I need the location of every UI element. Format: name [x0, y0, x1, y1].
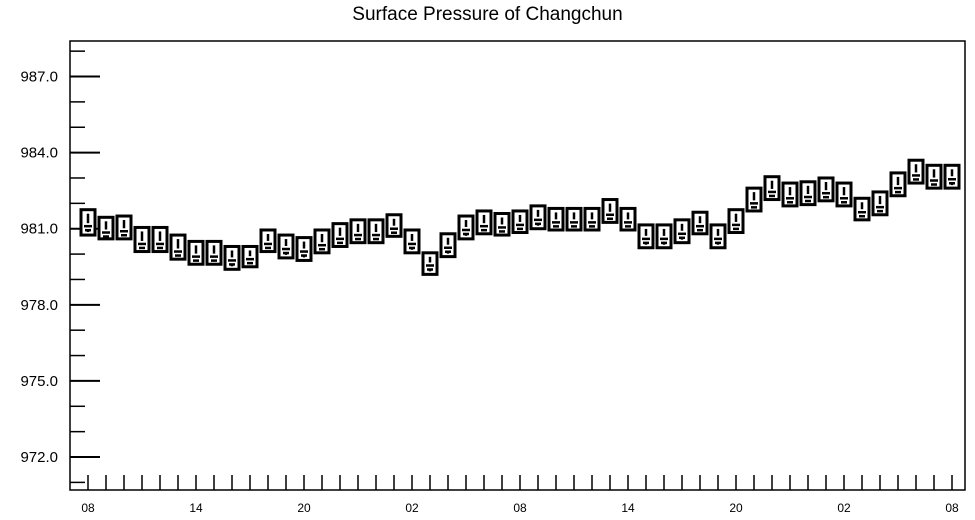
x-tick-label: 14	[621, 501, 635, 515]
pressure-box	[295, 236, 313, 262]
pressure-box	[637, 223, 655, 250]
pressure-box	[907, 158, 925, 185]
plot-frame	[69, 40, 966, 491]
pressure-box	[457, 214, 475, 241]
y-axis: 987.0 984.0 981.0 978.0 975.0 972.0	[20, 50, 100, 484]
pressure-box	[475, 209, 493, 236]
pressure-box	[781, 181, 799, 208]
y-tick-label: 975.0	[20, 373, 58, 390]
pressure-box	[673, 218, 691, 245]
pressure-box	[493, 211, 511, 237]
pressure-box	[745, 186, 763, 213]
pressure-box	[151, 225, 169, 254]
box-body	[277, 233, 295, 260]
pressure-box	[583, 206, 601, 232]
pressure-box	[313, 228, 331, 255]
box-body	[223, 244, 241, 271]
boxes-layer	[79, 158, 961, 276]
pressure-box	[367, 218, 385, 245]
box-body	[655, 223, 673, 250]
x-tick-label: 08	[513, 501, 527, 515]
x-tick-label: 20	[297, 501, 311, 515]
y-tick-label: 987.0	[20, 69, 58, 86]
pressure-box	[97, 215, 115, 241]
pressure-box	[709, 223, 727, 250]
pressure-box	[871, 190, 889, 217]
pressure-box	[205, 239, 223, 266]
pressure-box	[655, 223, 673, 250]
box-body	[403, 228, 421, 255]
pressure-box	[169, 233, 187, 261]
pressure-box	[133, 225, 151, 254]
pressure-box	[925, 163, 943, 190]
box-body	[673, 218, 691, 245]
y-tick-label: 972.0	[20, 449, 58, 466]
x-tick-label: 08	[945, 501, 959, 515]
box-body	[241, 244, 259, 269]
pressure-box	[889, 171, 907, 198]
pressure-box	[385, 213, 403, 238]
x-tick-label: 14	[189, 501, 203, 515]
pressure-box	[439, 232, 457, 259]
pressure-box	[259, 228, 277, 254]
box-body	[457, 214, 475, 241]
pressure-box	[241, 244, 259, 269]
pressure-box	[853, 196, 871, 222]
box-body	[421, 251, 439, 276]
pressure-box	[115, 214, 133, 241]
box-body	[529, 204, 547, 231]
pressure-box	[835, 181, 853, 208]
chart-title: Surface Pressure of Changchun	[352, 4, 623, 25]
y-tick-label: 978.0	[20, 297, 58, 314]
x-tick-label: 02	[837, 501, 851, 515]
pressure-box	[529, 204, 547, 231]
x-tick-label: 20	[729, 501, 743, 515]
pressure-box	[277, 233, 295, 260]
x-axis: 08 14 20 02 08 14 20 02 08	[81, 475, 959, 515]
pressure-box	[691, 210, 709, 236]
y-tick-label: 984.0	[20, 145, 58, 162]
pressure-box	[331, 222, 349, 248]
pressure-box	[349, 218, 367, 245]
pressure-box	[601, 198, 619, 224]
pressure-box	[511, 209, 529, 235]
pressure-box	[187, 239, 205, 266]
x-tick-label: 08	[81, 501, 95, 515]
pressure-box	[943, 163, 961, 190]
pressure-box	[799, 180, 817, 207]
pressure-box	[223, 244, 241, 271]
pressure-box	[763, 175, 781, 202]
x-tick-label: 02	[405, 501, 419, 515]
pressure-box	[421, 251, 439, 276]
box-body	[439, 232, 457, 259]
box-body	[709, 223, 727, 250]
box-body	[943, 163, 961, 190]
pressure-box	[727, 208, 745, 235]
box-body	[295, 236, 313, 262]
pressure-box	[817, 176, 835, 203]
pressure-box	[619, 206, 637, 232]
box-body	[637, 223, 655, 250]
pressure-box	[547, 206, 565, 232]
pressure-box	[79, 208, 97, 237]
pressure-box	[403, 228, 421, 255]
y-tick-label: 981.0	[20, 221, 58, 238]
pressure-box	[565, 206, 583, 232]
